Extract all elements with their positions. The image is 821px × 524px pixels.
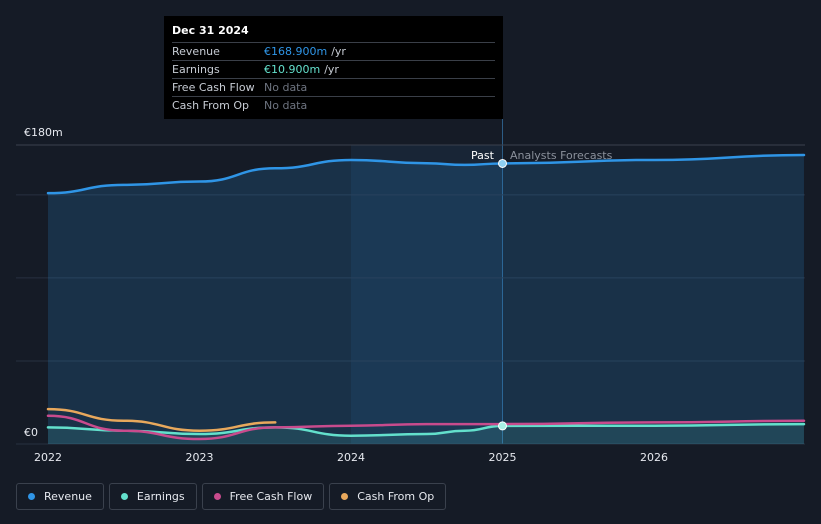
analysts-forecasts-label: Analysts Forecasts: [510, 149, 613, 162]
legend-label: Revenue: [44, 490, 92, 503]
x-axis-label: 2025: [489, 451, 517, 464]
revenue-marker: [498, 158, 507, 168]
tooltip-row-revenue: Revenue €168.900m /yr: [172, 42, 495, 60]
tooltip-unit: /yr: [331, 45, 346, 58]
legend-label: Cash From Op: [357, 490, 435, 503]
series-markers: [498, 158, 507, 431]
tooltip-label: Revenue: [172, 45, 220, 58]
x-axis-label: 2026: [640, 451, 668, 464]
legend-label: Earnings: [136, 490, 185, 503]
legend: Revenue Earnings Free Cash Flow Cash Fro…: [16, 483, 447, 510]
legend-item-free-cash-flow[interactable]: Free Cash Flow: [201, 483, 325, 510]
x-axis-label: 2023: [186, 451, 214, 464]
x-axis-label: 2022: [34, 451, 62, 464]
tooltip-value: €10.900m: [264, 63, 321, 76]
revenue-area: [48, 154, 804, 444]
tooltip-row-cash-from-op: Cash From Op No data: [172, 96, 495, 114]
tooltip-value: No data: [264, 81, 308, 94]
gridlines: [16, 144, 805, 445]
series-fills: [48, 154, 804, 444]
tooltip-unit: /yr: [324, 63, 339, 76]
series-lines: [46, 153, 806, 441]
free-cash-flow-line: [46, 414, 806, 441]
tooltip-row-earnings: Earnings €10.900m /yr: [172, 60, 495, 78]
cash-from-op-dot-icon: [341, 493, 349, 500]
tooltip-label: Free Cash Flow: [172, 81, 255, 94]
free-cash-flow-dot-icon: [213, 493, 221, 500]
past-label: Past: [471, 149, 494, 162]
revenue-line: [46, 153, 806, 195]
legend-label: Free Cash Flow: [229, 490, 313, 503]
legend-item-earnings[interactable]: Earnings: [108, 483, 197, 510]
legend-item-cash-from-op[interactable]: Cash From Op: [329, 483, 447, 510]
legend-item-revenue[interactable]: Revenue: [16, 483, 104, 510]
tooltip-row-free-cash-flow: Free Cash Flow No data: [172, 78, 495, 96]
tooltip-value: No data: [264, 99, 308, 112]
axis-labels: €180m €0 2022 2023 2024 2025 2026: [24, 126, 668, 464]
y-axis-label: €0: [24, 426, 38, 439]
tooltip-date: Dec 31 2024: [172, 24, 249, 37]
tooltip-value: €168.900m: [264, 45, 328, 58]
earnings-marker: [498, 421, 507, 431]
tooltip-label: Earnings: [172, 63, 220, 76]
earnings-area: [48, 424, 804, 444]
tooltip: Dec 31 2024 Revenue €168.900m /yr Earnin…: [164, 16, 503, 119]
x-axis-label: 2024: [337, 451, 365, 464]
earnings-dot-icon: [120, 493, 128, 500]
earnings-line: [46, 422, 806, 437]
revenue-dot-icon: [28, 493, 35, 500]
tooltip-label: Cash From Op: [172, 99, 250, 112]
cash-from-op-line: [46, 407, 277, 432]
y-axis-label: €180m: [24, 126, 63, 139]
